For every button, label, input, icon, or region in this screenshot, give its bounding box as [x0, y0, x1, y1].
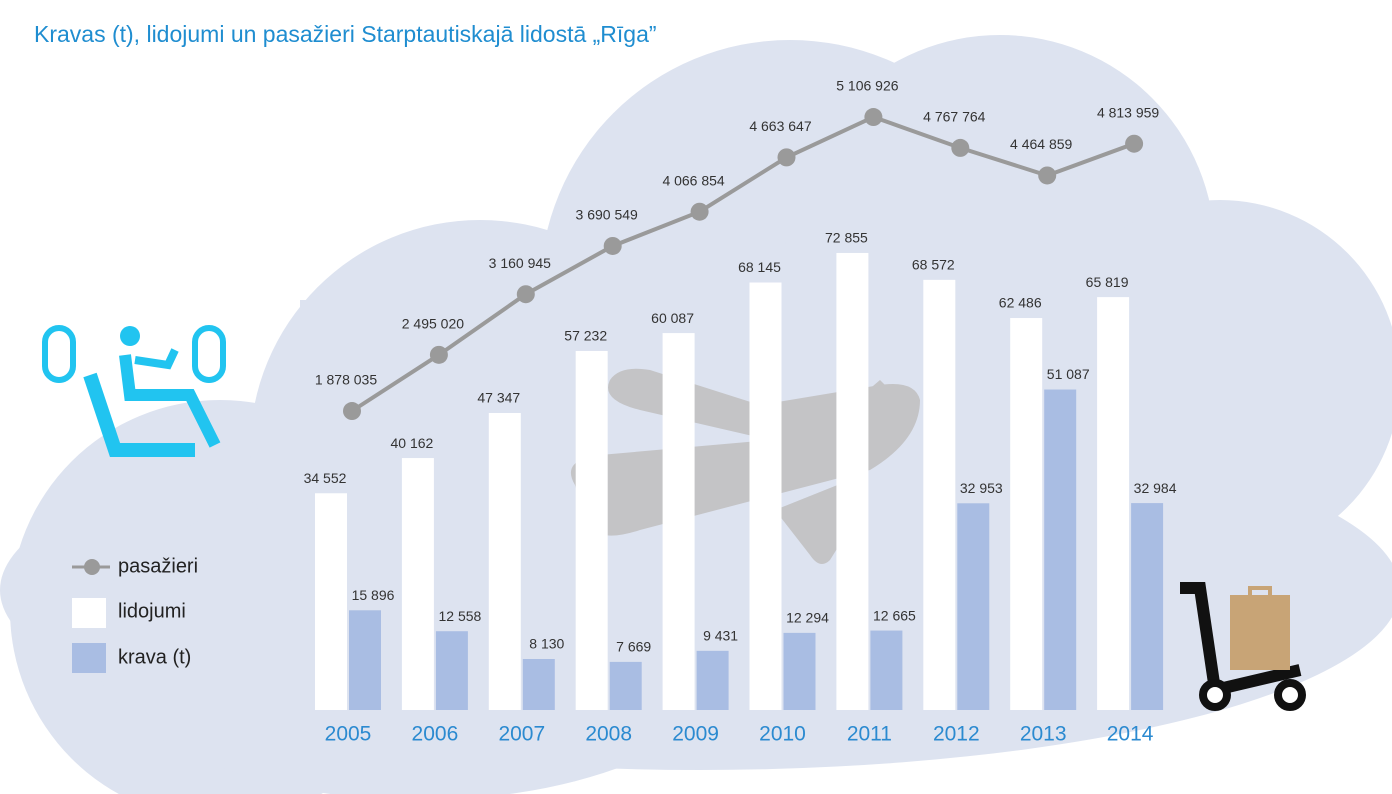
value-label: 3 690 549: [576, 207, 638, 223]
line-point: [603, 236, 622, 255]
value-label: 47 347: [477, 390, 520, 406]
line-point: [516, 285, 535, 304]
legend-swatch: [72, 643, 106, 673]
line-point: [864, 108, 883, 127]
line-point: [1125, 134, 1144, 153]
legend-marker: [84, 559, 100, 575]
bar: [315, 493, 347, 710]
bar: [1010, 318, 1043, 710]
value-label: 51 087: [1047, 366, 1090, 382]
bar: [349, 610, 381, 710]
bar: [957, 503, 990, 710]
x-tick-label: 2011: [847, 723, 892, 746]
line-point: [343, 402, 361, 421]
x-tick-label: 2014: [1107, 723, 1154, 746]
x-tick-label: 2005: [325, 723, 372, 746]
value-label: 68 572: [912, 257, 955, 273]
value-label: 72 855: [825, 230, 868, 246]
bar: [1131, 503, 1164, 710]
bar: [488, 412, 521, 710]
value-label: 4 663 647: [749, 118, 811, 134]
legend-swatch: [72, 598, 106, 628]
legend: pasažieri lidojumi krava (t): [72, 555, 198, 673]
x-tick-label: 2009: [672, 723, 719, 746]
bar: [522, 659, 555, 710]
x-tick-label: 2006: [412, 723, 459, 746]
plot: 2005 34 552 15 896 2006 40 162 12 558 2007 47 3…: [304, 78, 1177, 746]
bar: [1044, 389, 1077, 710]
x-tick-label: 2008: [585, 723, 632, 746]
value-label: 8 130: [529, 636, 564, 652]
line: [350, 114, 1135, 413]
value-label: 15 896: [352, 587, 395, 603]
bar: [575, 350, 608, 710]
value-label: 4 767 764: [923, 109, 985, 125]
value-label: 9 431: [703, 628, 738, 644]
value-label: 2 495 020: [402, 316, 464, 332]
x-tick-label: 2012: [933, 723, 980, 746]
bar: [1097, 297, 1130, 710]
cart-icon: [1180, 582, 1306, 711]
value-label: 1 878 035: [315, 372, 377, 388]
line-point: [1038, 166, 1057, 185]
bar: [609, 661, 642, 710]
bar: [749, 282, 782, 710]
bar: [783, 632, 816, 710]
line-point: [951, 138, 970, 157]
passenger-icon: [42, 325, 226, 457]
value-label: 34 552: [304, 470, 347, 486]
value-label: 3 160 945: [489, 255, 551, 271]
line-point: [690, 202, 709, 221]
value-label: 4 066 854: [662, 172, 724, 188]
bar: [662, 333, 695, 710]
bar: [836, 252, 869, 710]
value-label: 62 486: [999, 295, 1042, 311]
value-label: 32 984: [1134, 480, 1177, 496]
legend-label: krava (t): [118, 646, 191, 668]
value-label: 4 464 859: [1010, 136, 1072, 152]
line-point: [429, 345, 448, 364]
x-tick-label: 2013: [1020, 723, 1067, 746]
bar: [435, 631, 468, 710]
x-tick-label: 2010: [759, 723, 806, 746]
value-label: 7 669: [616, 639, 651, 655]
line-point: [777, 148, 796, 167]
chart-title: Kravas (t), lidojumi un pasažieri Starpt…: [34, 21, 657, 47]
value-label: 65 819: [1086, 274, 1129, 290]
legend-label: lidojumi: [118, 600, 186, 622]
value-label: 12 558: [438, 608, 481, 624]
value-label: 32 953: [960, 480, 1003, 496]
bar: [401, 458, 434, 710]
value-label: 57 232: [564, 328, 607, 344]
value-label: 5 106 926: [836, 78, 898, 94]
legend-label: pasažieri: [118, 555, 198, 577]
bar: [696, 650, 729, 710]
value-label: 40 162: [390, 435, 433, 451]
bar: [923, 279, 956, 710]
value-label: 12 294: [786, 610, 829, 626]
value-label: 4 813 959: [1097, 104, 1159, 120]
value-label: 12 665: [873, 607, 916, 623]
x-tick-label: 2007: [498, 723, 545, 746]
value-label: 68 145: [738, 259, 781, 275]
value-label: 60 087: [651, 310, 694, 326]
bar: [870, 630, 903, 710]
